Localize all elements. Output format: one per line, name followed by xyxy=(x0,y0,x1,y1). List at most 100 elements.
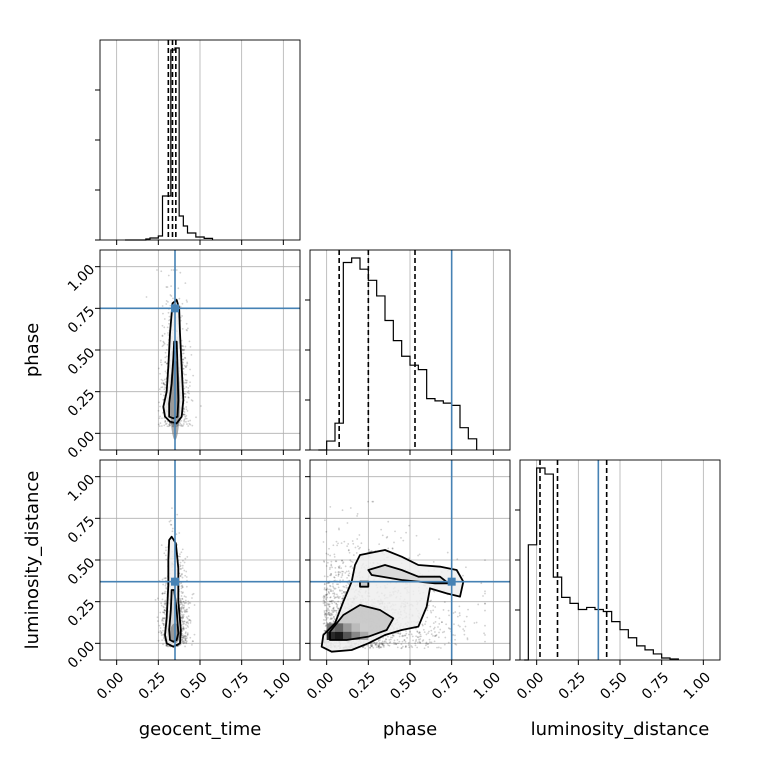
contour-line xyxy=(164,535,182,648)
sample-point xyxy=(418,640,421,643)
sample-point xyxy=(327,612,330,614)
sample-point xyxy=(170,523,173,526)
sample-point xyxy=(164,603,167,606)
sample-point xyxy=(188,619,191,621)
sample-point xyxy=(432,634,434,637)
sample-point xyxy=(168,322,170,325)
sample-point xyxy=(184,378,187,381)
sample-point xyxy=(355,552,358,554)
sample-point xyxy=(187,626,190,628)
sample-point xyxy=(328,588,330,591)
sample-point xyxy=(378,642,381,644)
sample-point xyxy=(337,607,340,610)
sample-point xyxy=(323,595,326,598)
sample-point xyxy=(382,644,385,647)
sample-point xyxy=(164,383,166,386)
sample-point xyxy=(340,567,343,570)
x-tick-label-phase: 1.00 xyxy=(471,669,504,702)
sample-point xyxy=(181,636,184,639)
sample-point xyxy=(163,326,166,329)
sample-point xyxy=(323,519,326,522)
sample-point xyxy=(341,589,343,592)
sample-point xyxy=(189,423,192,426)
sample-point xyxy=(356,538,359,540)
sample-point xyxy=(183,348,186,351)
sample-point xyxy=(446,551,449,554)
sample-point xyxy=(182,352,185,355)
sample-point xyxy=(182,634,185,637)
sample-point xyxy=(442,609,445,611)
sample-point xyxy=(179,422,182,425)
sample-point xyxy=(187,420,190,423)
sample-point xyxy=(163,394,165,397)
sample-point xyxy=(330,590,333,592)
x-tick-label-luminosity_distance: 0.00 xyxy=(514,669,547,702)
sample-point xyxy=(179,609,182,612)
sample-point xyxy=(375,643,378,646)
sample-point xyxy=(185,635,188,638)
sample-point xyxy=(335,602,338,605)
sample-point xyxy=(182,591,184,594)
sample-point xyxy=(421,623,424,626)
sample-point xyxy=(349,559,352,562)
sample-point xyxy=(189,620,192,622)
sample-point xyxy=(335,609,337,612)
sample-point xyxy=(165,558,168,561)
sample-point xyxy=(178,565,181,568)
sample-point xyxy=(438,617,441,620)
sample-point xyxy=(165,303,168,305)
sample-point xyxy=(429,600,431,603)
sample-point xyxy=(159,627,162,629)
sample-point xyxy=(184,645,186,648)
sample-point xyxy=(164,577,167,579)
sample-point xyxy=(414,642,417,645)
sample-point xyxy=(325,588,328,591)
sample-point xyxy=(158,631,160,634)
sample-point xyxy=(325,565,328,567)
sample-point xyxy=(167,274,170,277)
sample-point xyxy=(383,640,386,643)
sample-point xyxy=(192,592,195,595)
sample-point xyxy=(164,599,167,602)
sample-point xyxy=(341,509,344,512)
sample-point xyxy=(376,644,379,647)
sample-point xyxy=(439,647,442,649)
sample-point xyxy=(162,611,164,614)
sample-point xyxy=(347,549,350,551)
sample-point xyxy=(333,576,336,579)
contour-line xyxy=(168,340,180,420)
sample-point xyxy=(188,340,191,343)
sample-point xyxy=(374,643,377,646)
sample-point xyxy=(160,631,163,634)
sample-point xyxy=(337,600,340,603)
sample-point xyxy=(480,582,483,585)
sample-point xyxy=(164,420,167,422)
sample-point xyxy=(337,542,339,545)
sample-point xyxy=(425,633,428,636)
sample-point xyxy=(160,634,163,637)
sample-point xyxy=(465,615,468,618)
sample-point xyxy=(186,300,188,303)
sample-point xyxy=(185,379,188,382)
sample-point xyxy=(161,592,164,595)
panel-content xyxy=(310,460,510,660)
sample-point xyxy=(358,534,361,536)
sample-point xyxy=(395,643,397,646)
sample-point xyxy=(325,552,328,555)
sample-point xyxy=(181,634,184,637)
sample-point xyxy=(160,270,163,273)
sample-point xyxy=(183,411,186,413)
sample-point xyxy=(323,622,326,625)
sample-point xyxy=(327,553,330,556)
sample-point xyxy=(165,299,168,302)
sample-point xyxy=(329,618,332,620)
sample-point xyxy=(433,627,435,630)
sample-point xyxy=(341,597,343,600)
sample-point xyxy=(329,614,332,617)
sample-point xyxy=(463,620,466,623)
sample-point xyxy=(185,642,188,645)
sample-point xyxy=(458,614,461,617)
sample-point xyxy=(160,602,163,605)
sample-point xyxy=(185,610,188,613)
sample-point xyxy=(370,644,372,646)
